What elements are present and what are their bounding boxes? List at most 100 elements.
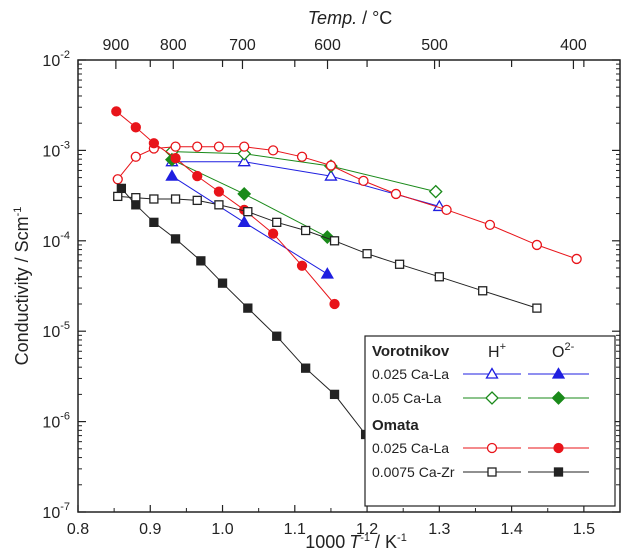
data-point xyxy=(237,215,251,227)
data-point xyxy=(267,145,279,156)
series-1 xyxy=(165,169,334,279)
x-axis-title-prefix: 1000 xyxy=(305,532,345,552)
data-point xyxy=(213,186,225,197)
data-point xyxy=(214,200,224,210)
y-tick-label: 10-7 xyxy=(42,501,70,522)
legend-swatch-marker xyxy=(485,391,499,405)
data-point xyxy=(213,141,225,152)
series-line xyxy=(115,111,335,305)
data-point xyxy=(272,331,282,341)
data-point xyxy=(390,188,402,200)
legend-swatch-marker xyxy=(553,442,564,454)
y-tick-label: 10-6 xyxy=(42,411,70,432)
legend-row-label: 0.025 Ca-La xyxy=(372,440,449,456)
data-point xyxy=(237,187,252,201)
data-point xyxy=(320,267,334,279)
data-point xyxy=(192,170,203,182)
x-tick-label: 1.1 xyxy=(284,521,306,538)
data-point xyxy=(531,239,543,251)
data-point xyxy=(394,259,405,269)
legend-box xyxy=(364,335,616,507)
data-point xyxy=(149,217,159,227)
data-point xyxy=(571,253,582,265)
data-point xyxy=(170,141,181,152)
data-point xyxy=(484,219,496,231)
data-point xyxy=(192,195,202,206)
data-point xyxy=(325,160,337,171)
series-line xyxy=(117,195,538,309)
data-point xyxy=(192,141,203,152)
series-line xyxy=(117,146,577,260)
y-axis-title: Conductivity / Scm-1 xyxy=(12,207,32,366)
data-point xyxy=(130,122,141,133)
legend-swatch-marker xyxy=(551,391,566,405)
data-point xyxy=(300,363,311,373)
x-axis-title-unit: / K xyxy=(370,532,397,552)
data-point xyxy=(267,228,279,239)
x-tick-label: 1.2 xyxy=(356,521,378,538)
y-tick-label: 10-3 xyxy=(42,139,70,160)
series-4 xyxy=(112,141,582,265)
top-tick-label: 700 xyxy=(229,37,256,54)
legend-swatch-marker xyxy=(551,367,566,379)
series-line xyxy=(171,151,436,193)
data-point xyxy=(441,204,452,215)
legend-swatch-marker xyxy=(553,467,564,477)
x-tick-label: 1.5 xyxy=(573,521,595,538)
data-point xyxy=(116,183,127,194)
x-tick-label: 1.4 xyxy=(500,521,522,538)
data-point xyxy=(243,303,253,313)
data-point xyxy=(300,225,311,236)
legend-row-label: 0.025 Ca-La xyxy=(372,366,449,382)
top-axis-title-unit: / °C xyxy=(357,8,392,28)
legend-row-label: 0.05 Ca-La xyxy=(372,390,441,406)
top-tick-label: 900 xyxy=(103,37,130,54)
data-point xyxy=(296,260,308,271)
data-point xyxy=(296,151,308,162)
y-tick-label: 10-5 xyxy=(42,320,70,341)
legend-group-vorotnikov: Vorotnikov xyxy=(372,343,450,360)
x-axis-title: 1000 T-1 / K-1 xyxy=(305,532,407,552)
data-point xyxy=(434,272,444,282)
data-point xyxy=(165,169,179,181)
plot-frame xyxy=(77,59,621,513)
data-point xyxy=(170,153,181,164)
top-tick-label: 400 xyxy=(560,37,587,54)
legend-swatch-marker xyxy=(487,467,497,477)
data-point xyxy=(324,169,338,181)
data-point xyxy=(428,184,443,199)
x-axis-title-sup2: -1 xyxy=(397,532,407,544)
y-axis-title-main: Conductivity / Scm xyxy=(12,216,32,365)
x-tick-label: 0.9 xyxy=(139,521,161,538)
top-axis-title-var: Temp. xyxy=(308,8,357,28)
top-axis-title: Temp. / °C xyxy=(308,8,393,28)
data-point xyxy=(532,303,542,313)
x-tick-label: 1.3 xyxy=(428,521,450,538)
data-point xyxy=(329,236,340,246)
data-point xyxy=(131,200,141,210)
x-axis-title-sup1: -1 xyxy=(360,532,370,544)
data-point xyxy=(237,154,251,167)
legend-col-o: O2- xyxy=(552,341,575,361)
top-tick-label: 500 xyxy=(421,37,448,54)
series-5 xyxy=(111,106,340,310)
data-point xyxy=(196,256,206,266)
top-tick-label: 800 xyxy=(160,37,187,54)
x-axis-title-var: T xyxy=(349,532,362,552)
series-line xyxy=(171,161,440,207)
y-tick-label: 10-4 xyxy=(42,230,70,251)
legend-swatch-marker xyxy=(486,442,498,454)
data-point xyxy=(329,298,340,310)
data-point xyxy=(358,175,369,187)
y-tick-label: 10-2 xyxy=(42,49,70,70)
legend: Vorotnikov H+ O2- 0.025 Ca-La 0.05 Ca-La… xyxy=(364,335,616,507)
data-point xyxy=(272,217,282,227)
data-point xyxy=(170,234,181,244)
y-axis-title-sup: -1 xyxy=(12,207,24,217)
data-point xyxy=(478,286,488,296)
x-tick-label: 0.8 xyxy=(67,521,89,538)
legend-col-h: H+ xyxy=(488,341,506,361)
data-point xyxy=(362,249,372,259)
